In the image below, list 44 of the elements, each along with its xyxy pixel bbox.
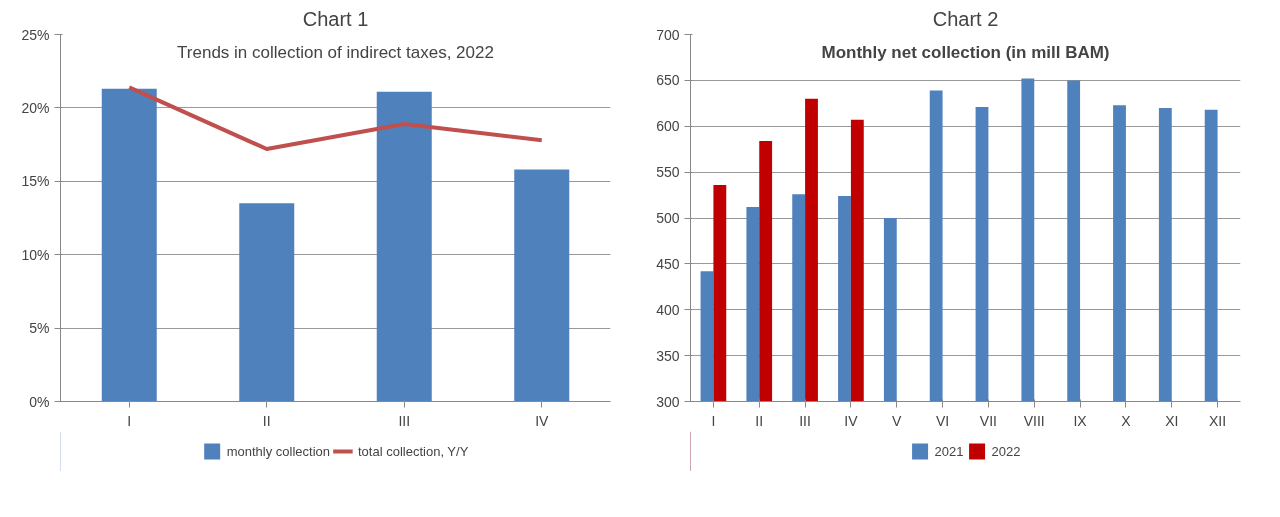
- x-tick-label: VII: [979, 412, 997, 429]
- y-tick-label: 15%: [21, 173, 50, 190]
- bar: [376, 91, 432, 402]
- y-tick-label: 10%: [21, 246, 50, 263]
- y-tick-label: 550: [656, 164, 680, 181]
- y-tick-label: 25%: [21, 26, 50, 43]
- x-tick-label: X: [1121, 412, 1132, 429]
- chart-title: Chart 2: [932, 7, 999, 30]
- y-tick-label: 700: [656, 26, 680, 43]
- y-tick-label: 20%: [21, 99, 50, 116]
- text: Monthly net collection (in mill BAM): [821, 42, 1110, 62]
- text: Trends in collection of indirect taxes, 2022: [177, 42, 494, 62]
- legend-label: total collection, Y/Y: [358, 443, 469, 459]
- y-tick-label: 450: [656, 255, 680, 272]
- x-tick-label: III: [398, 412, 411, 429]
- bar: [239, 203, 295, 402]
- x-tick-label: XI: [1165, 412, 1179, 429]
- y-tick-label: 300: [656, 393, 680, 410]
- x-tick-label: III: [799, 412, 811, 429]
- x-tick-label: VI: [935, 412, 950, 429]
- y-tick-label: 600: [656, 118, 680, 135]
- y-tick-label: 350: [656, 347, 680, 364]
- legend-label: 2021: [934, 443, 964, 459]
- y-tick-label: 0%: [29, 393, 50, 410]
- x-tick-label: I: [127, 412, 132, 429]
- x-tick-label: IX: [1073, 412, 1088, 429]
- line-series: [127, 85, 544, 151]
- bar: [101, 88, 157, 402]
- y-tick-label: 400: [656, 301, 680, 318]
- x-tick-label: V: [892, 412, 903, 429]
- bar: [514, 169, 570, 402]
- x-tick-label: IV: [844, 412, 859, 429]
- x-tick-label: IV: [535, 412, 550, 429]
- y-tick-label: 650: [656, 72, 680, 89]
- chart-title: Chart 1: [302, 7, 369, 30]
- y-tick-label: 500: [656, 210, 680, 226]
- x-tick-label: II: [755, 412, 764, 429]
- legend-label: monthly collection: [226, 443, 330, 459]
- x-tick-label: I: [711, 412, 716, 429]
- legend-label: 2022: [991, 443, 1021, 459]
- y-tick-label: 5%: [29, 320, 50, 337]
- x-tick-label: XII: [1209, 412, 1227, 429]
- x-tick-label: II: [262, 412, 271, 429]
- x-tick-label: VIII: [1023, 412, 1045, 429]
